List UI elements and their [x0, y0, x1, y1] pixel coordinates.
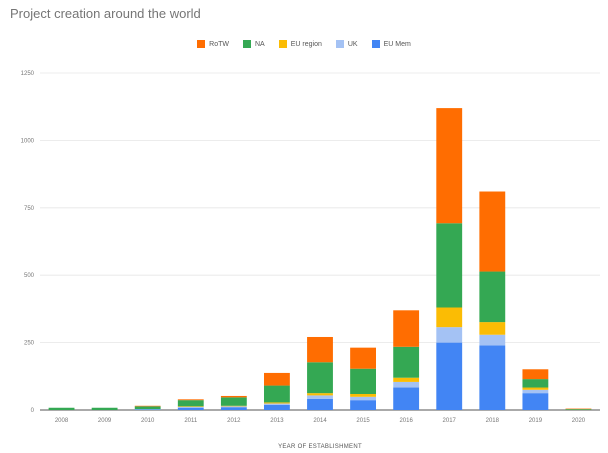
- bar-segment-eu-region-2012[interactable]: [220, 405, 247, 407]
- bar-segment-eu-mem-2013[interactable]: [264, 404, 290, 410]
- x-tick-label: 2017: [443, 418, 457, 424]
- bar-segment-eu-mem-2010[interactable]: [134, 409, 161, 410]
- legend-swatch-eu-region: [278, 40, 287, 48]
- bar-segment-rotw-2017[interactable]: [436, 108, 463, 224]
- legend-swatch-rotw: [197, 40, 206, 48]
- bar-segment-na-2020[interactable]: [565, 409, 592, 410]
- bars: [48, 108, 592, 410]
- legend-item-uk[interactable]: UK: [335, 40, 358, 48]
- legend-swatch-uk: [335, 40, 344, 48]
- bar-segment-rotw-2015[interactable]: [350, 347, 376, 369]
- bar-segment-rotw-2014[interactable]: [307, 336, 333, 363]
- bar-segment-rotw-2013[interactable]: [264, 372, 290, 386]
- bar-segment-na-2008[interactable]: [48, 407, 75, 410]
- bar-segment-eu-region-2014[interactable]: [307, 393, 333, 396]
- bar-segment-eu-region-2017[interactable]: [436, 307, 463, 328]
- x-tick-label: 2010: [141, 418, 155, 424]
- bar-segment-uk-2013[interactable]: [264, 403, 290, 405]
- bar-segment-eu-mem-2018[interactable]: [479, 345, 506, 410]
- bar-segment-rotw-2010[interactable]: [134, 405, 161, 407]
- bar-segment-na-2018[interactable]: [479, 271, 506, 323]
- x-tick-label: 2019: [529, 418, 543, 424]
- bar-segment-uk-2014[interactable]: [307, 395, 333, 399]
- x-axis: 2008 2009 2010 2011 2012 2013 2014 2015 2016 2017…: [55, 418, 586, 424]
- x-tick-label: 2018: [486, 418, 500, 424]
- legend-item-rotw[interactable]: RoTW: [197, 40, 229, 48]
- bar-segment-na-2013[interactable]: [264, 385, 290, 403]
- y-axis: 0 250 500 750 1000 1250: [21, 71, 35, 414]
- bar-segment-eu-mem-2016[interactable]: [393, 387, 420, 410]
- bar-segment-eu-mem-2017[interactable]: [436, 342, 463, 410]
- bar-segment-na-2010[interactable]: [134, 406, 161, 410]
- x-tick-label: 2012: [227, 418, 241, 424]
- bar-segment-eu-region-2011[interactable]: [177, 406, 204, 407]
- bar-segment-na-2017[interactable]: [436, 223, 463, 308]
- y-tick-label: 500: [24, 273, 35, 279]
- bar-segment-eu-region-2016[interactable]: [393, 377, 420, 382]
- bar-segment-rotw-2020[interactable]: [565, 408, 592, 410]
- bar-segment-uk-2017[interactable]: [436, 327, 463, 343]
- x-tick-label: 2008: [55, 418, 69, 424]
- bar-segment-uk-2011[interactable]: [177, 406, 204, 408]
- bar-segment-eu-mem-2019[interactable]: [522, 393, 549, 410]
- chart-title: Project creation around the world: [10, 6, 201, 21]
- bar-segment-rotw-2019[interactable]: [522, 369, 549, 380]
- bar-segment-uk-2015[interactable]: [350, 396, 376, 401]
- legend-item-na[interactable]: NA: [243, 40, 265, 48]
- y-tick-label: 750: [24, 206, 35, 212]
- legend-label-eu-region: EU region: [290, 40, 322, 48]
- legend-label-rotw: RoTW: [209, 40, 229, 48]
- bar-segment-eu-mem-2015[interactable]: [350, 400, 376, 410]
- bar-segment-eu-mem-2012[interactable]: [220, 407, 247, 410]
- y-tick-label: 250: [24, 341, 35, 347]
- bar-segment-na-2016[interactable]: [393, 346, 420, 378]
- x-tick-label: 2014: [313, 418, 327, 424]
- bar-segment-eu-region-2013[interactable]: [264, 402, 290, 404]
- bar-segment-uk-2019[interactable]: [522, 389, 549, 394]
- bar-segment-eu-mem-2014[interactable]: [307, 398, 333, 410]
- x-tick-label: 2013: [270, 418, 284, 424]
- x-tick-label: 2016: [399, 418, 413, 424]
- bar-segment-na-2015[interactable]: [350, 368, 376, 394]
- legend-item-eu-region[interactable]: EU region: [278, 40, 322, 48]
- y-tick-label: 1250: [21, 71, 35, 77]
- bar-segment-eu-region-2018[interactable]: [479, 322, 506, 335]
- bar-segment-uk-2018[interactable]: [479, 334, 506, 346]
- y-tick-label: 1000: [21, 138, 35, 144]
- bar-segment-rotw-2016[interactable]: [393, 310, 420, 347]
- bar-segment-eu-region-2015[interactable]: [350, 393, 376, 397]
- bar-segment-rotw-2012[interactable]: [220, 395, 247, 398]
- x-axis-label: YEAR OF ESTABLISHMENT: [278, 444, 362, 450]
- legend-label-uk: UK: [347, 40, 358, 48]
- bar-segment-rotw-2018[interactable]: [479, 191, 506, 272]
- x-tick-label: 2015: [356, 418, 370, 424]
- bar-segment-eu-mem-2011[interactable]: [177, 407, 204, 410]
- x-tick-label: 2011: [184, 418, 198, 424]
- bar-segment-uk-2012[interactable]: [220, 406, 247, 408]
- bar-segment-uk-2016[interactable]: [393, 381, 420, 388]
- y-tick-label: 0: [31, 408, 35, 414]
- bar-segment-na-2014[interactable]: [307, 362, 333, 394]
- x-tick-label: 2009: [98, 418, 112, 424]
- legend-swatch-na: [243, 40, 251, 48]
- bar-segment-na-2011[interactable]: [177, 400, 204, 407]
- bar-segment-na-2019[interactable]: [522, 379, 549, 388]
- bar-segment-rotw-2011[interactable]: [177, 399, 204, 401]
- legend-swatch-eu-mem: [371, 40, 380, 48]
- bar-segment-eu-region-2019[interactable]: [522, 387, 549, 390]
- bar-segment-na-2009[interactable]: [91, 407, 118, 410]
- x-tick-label: 2020: [572, 418, 586, 424]
- legend-label-eu-mem: EU Mem: [383, 40, 411, 48]
- legend-item-eu-mem[interactable]: EU Mem: [371, 40, 411, 48]
- legend-label-na: NA: [255, 40, 265, 48]
- legend: RoTW NA EU region UK EU Mem: [0, 40, 608, 48]
- bar-segment-na-2012[interactable]: [220, 397, 247, 406]
